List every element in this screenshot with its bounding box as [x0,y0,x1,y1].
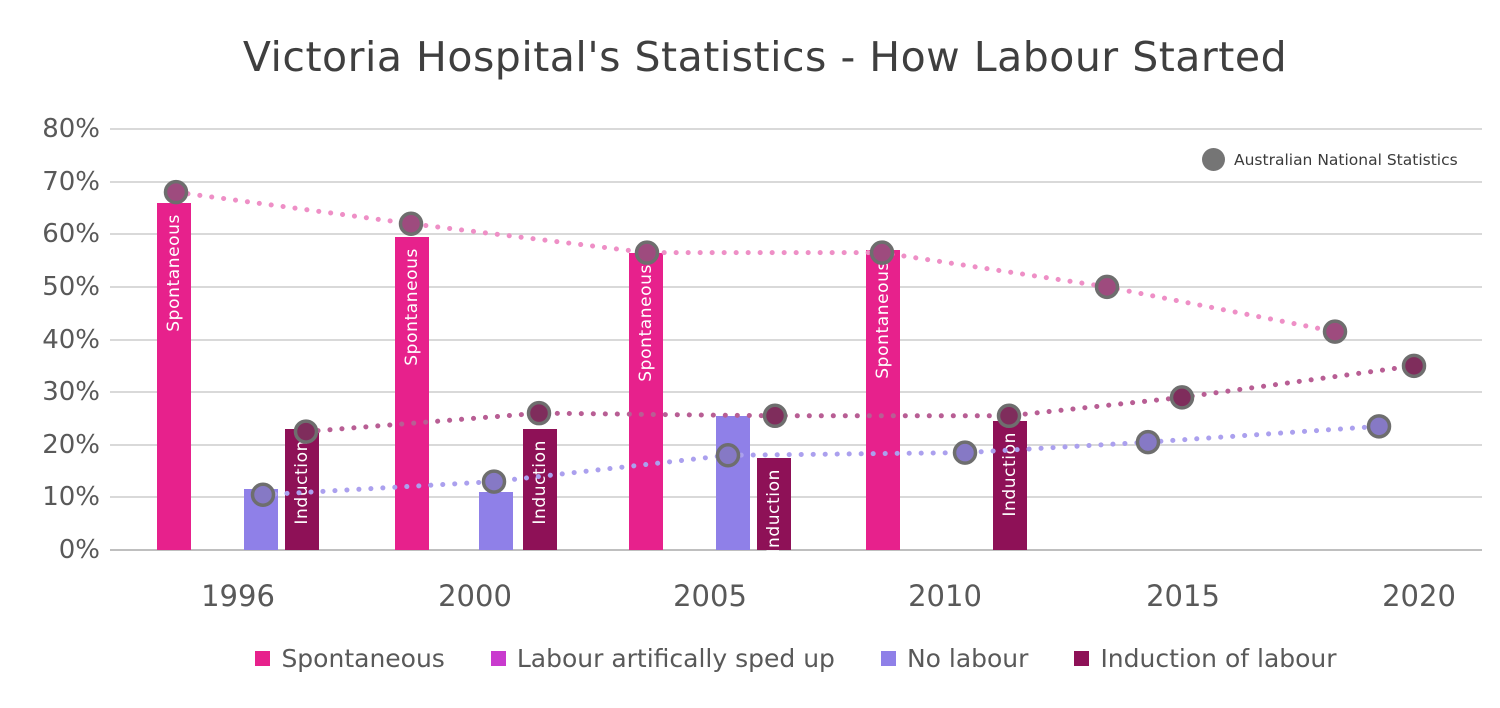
y-tick-label: 40% [42,324,100,355]
bar-induction-of-labour-2005: Induction [757,457,791,554]
bar-label: Induction [764,468,784,554]
bar-label: Spontaneous [402,247,422,366]
bar-spontaneous-2000: Spontaneous [395,236,429,550]
x-tick-label-2010: 2010 [908,579,982,613]
bar-label: Induction [1000,432,1020,517]
x-tick-label-2015: 2015 [1146,579,1220,613]
bar-label: Induction [292,439,312,525]
gridline-0% [110,549,1482,551]
legend-swatch [880,651,896,666]
bar-no-labour-2000 [479,492,513,550]
gray-circle-legend-marker [1202,148,1225,171]
legend-item-no-labour: No labour [880,644,1029,673]
legend-item-induction-of-labour: Induction of labour [1074,644,1337,673]
y-tick-label: 50% [42,271,100,302]
x-tick-label-1996: 1996 [201,579,275,613]
legend-top-label: Australian National Statistics [1234,150,1458,169]
y-tick-label: 70% [42,166,100,197]
bar-spontaneous-2005: Spontaneous [629,252,663,550]
legend-swatch [1074,651,1090,666]
x-tick-label-2020: 2020 [1382,579,1456,613]
bar-label: Spontaneous [873,261,893,379]
y-tick-label: 0% [58,535,100,565]
gridline-70% [110,180,1482,183]
chart-title: Victoria Hospital's Statistics - How Lab… [242,33,1288,81]
y-tick-label: 30% [42,377,100,408]
y-tick-label: 60% [42,219,100,250]
x-tick-label-2005: 2005 [673,579,747,613]
gridline-10% [110,496,1482,499]
legend-swatch [490,651,506,666]
legend-label: Labour artifically sped up [516,644,835,673]
gridline-40% [110,338,1482,341]
bar-induction-of-labour-2010: Induction [993,421,1027,550]
bar-label: Spontaneous [164,213,184,332]
bar-label: Induction [530,439,550,525]
gridline-80% [110,128,1482,130]
y-tick-label: 80% [42,114,100,144]
legend-label: Spontaneous [281,644,445,673]
bar-no-labour-2005 [716,415,750,550]
legend-item-labour-artifically-sped-up: Labour artifically sped up [490,644,835,673]
legend-item-spontaneous: Spontaneous [255,644,445,673]
bar-induction-of-labour-2000: Induction [523,428,557,550]
legend-australian-national-statistics: Australian National Statistics [1202,148,1458,171]
bar-spontaneous-1996: Spontaneous [157,202,191,550]
legend-label: No labour [906,644,1029,673]
y-tick-label: 20% [42,429,100,460]
bar-no-labour-1996 [244,489,278,550]
y-tick-label: 10% [42,482,100,513]
legend-bottom: Spontaneous Labour artifically sped up No … [110,644,1482,673]
legend-label: Induction of labour [1100,644,1337,673]
legend-swatch [255,651,271,666]
x-tick-label-2000: 2000 [438,579,512,613]
bar-induction-of-labour-1996: Induction [285,428,319,550]
bar-spontaneous-2010: Spontaneous [866,250,900,550]
bar-label: Spontaneous [636,263,656,382]
